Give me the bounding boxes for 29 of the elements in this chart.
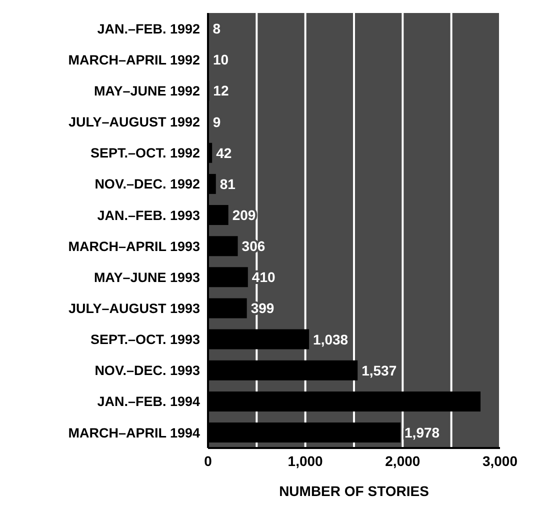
- y-tick-label: MAY–JUNE 1992: [94, 83, 200, 98]
- data-label: 10: [212, 52, 229, 68]
- data-label: 209: [232, 206, 256, 223]
- y-tick-label: NOV.–DEC. 1993: [94, 363, 200, 378]
- x-axis-title: NUMBER OF STORIES: [279, 483, 429, 499]
- y-tick-label: MARCH–APRIL 1994: [68, 425, 200, 440]
- y-tick-label: JAN.–FEB. 1992: [97, 21, 200, 36]
- y-tick-label: NOV.–DEC. 1992: [94, 176, 200, 192]
- data-label: 8: [212, 20, 221, 37]
- x-tick-label: 1,000: [288, 452, 324, 469]
- y-tick-label: SEPT.–OCT. 1992: [90, 146, 200, 161]
- data-label: 9: [212, 114, 221, 130]
- data-label: 1,537: [362, 362, 397, 378]
- y-tick-label: SEPT.–OCT. 1993: [90, 332, 200, 348]
- data-label: 1,978: [404, 424, 440, 440]
- y-tick-label: MAY–JUNE 1993: [94, 270, 200, 285]
- x-tick-label: 0: [204, 452, 212, 469]
- data-label: 81: [220, 176, 236, 192]
- data-label: 12: [213, 82, 229, 99]
- y-tick-label: JULY–AUGUST 1992: [68, 114, 200, 130]
- y-tick-label: JAN.–FEB. 1994: [97, 394, 200, 410]
- y-tick-label: JULY–AUGUST 1993: [68, 300, 200, 316]
- data-label: 42: [216, 144, 232, 161]
- y-tick-label: JAN.–FEB. 1993: [97, 208, 200, 223]
- x-tick-label: 2,000: [385, 452, 420, 469]
- data-label: 1,038: [313, 331, 348, 348]
- x-tick-label: 3,000: [482, 452, 518, 469]
- y-tick-label: MARCH–APRIL 1993: [68, 238, 200, 254]
- y-tick-label: MARCH–APRIL 1992: [68, 52, 200, 68]
